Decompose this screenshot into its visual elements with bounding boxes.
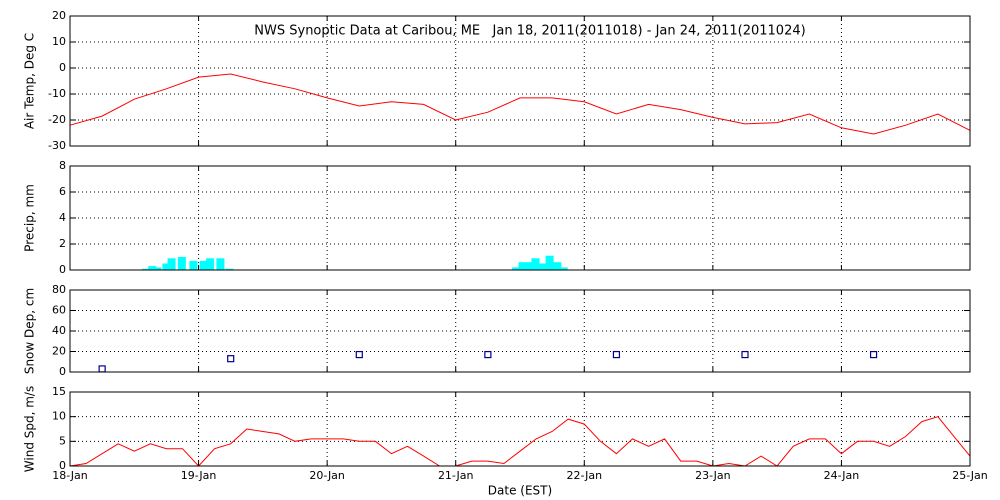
x-tick-label: 25-Jan [952,469,988,482]
y-tick-label: 0 [59,61,66,74]
bar [148,266,157,270]
y-axis-label: Wind Spd, m/s [23,386,37,472]
plot-frame [69,165,971,271]
bar [162,263,171,270]
bar [189,260,198,270]
bar [153,267,162,270]
bar [216,258,225,270]
bar [206,258,215,270]
bar [553,262,562,270]
y-tick-label: 5 [59,434,66,447]
x-axis-label: Date (EST) [488,484,552,498]
plot-frame [69,15,971,147]
bar [518,262,527,270]
y-tick-label: 20 [52,345,66,358]
point [612,350,621,359]
y-tick-label: 80 [52,283,66,296]
bar [199,260,208,270]
data-line [69,416,971,467]
bar [526,262,535,270]
y-axis-label: Snow Dep, cm [23,288,37,374]
point [355,350,363,359]
y-tick-label: -20 [48,113,66,126]
y-tick-label: 2 [59,237,66,250]
x-tick-label: 20-Jan [309,469,345,482]
x-tick-label: 21-Jan [438,469,474,482]
x-tick-label: 18-Jan [52,469,88,482]
y-tick-label: 20 [52,9,66,22]
y-tick-label: 0 [59,459,66,472]
point [484,350,492,359]
x-tick-label: 23-Jan [695,469,731,482]
bar [167,258,176,270]
point [227,355,235,363]
data-line [69,73,971,135]
y-tick-label: -10 [48,87,66,100]
y-tick-label: 4 [59,211,66,224]
y-tick-label: 0 [59,365,66,378]
y-tick-label: 0 [59,263,66,276]
y-tick-label: 10 [52,35,66,48]
point [869,350,878,359]
y-axis-label: Precip, mm [23,184,37,252]
y-tick-label: -30 [48,139,66,152]
point [98,365,106,373]
bar [537,263,546,270]
x-tick-label: 19-Jan [181,469,217,482]
bar [225,268,234,270]
bar [141,268,150,270]
chart-title: NWS Synoptic Data at Caribou, ME Jan 18,… [254,24,805,39]
bar [531,258,540,270]
bar [545,255,554,270]
plot-frame [69,289,971,373]
bar [512,267,521,270]
y-axis-label: Air Temp, Deg C [23,33,37,129]
plot-frame [69,391,971,467]
y-tick-label: 10 [52,410,66,423]
y-tick-label: 6 [59,185,66,198]
x-tick-label: 22-Jan [567,469,603,482]
point [741,350,749,359]
y-tick-label: 60 [52,304,66,317]
y-tick-label: 15 [52,385,66,398]
bar [177,257,186,270]
bar [559,267,568,270]
y-tick-label: 40 [52,324,66,337]
y-tick-label: 8 [59,159,66,172]
x-tick-label: 24-Jan [824,469,860,482]
